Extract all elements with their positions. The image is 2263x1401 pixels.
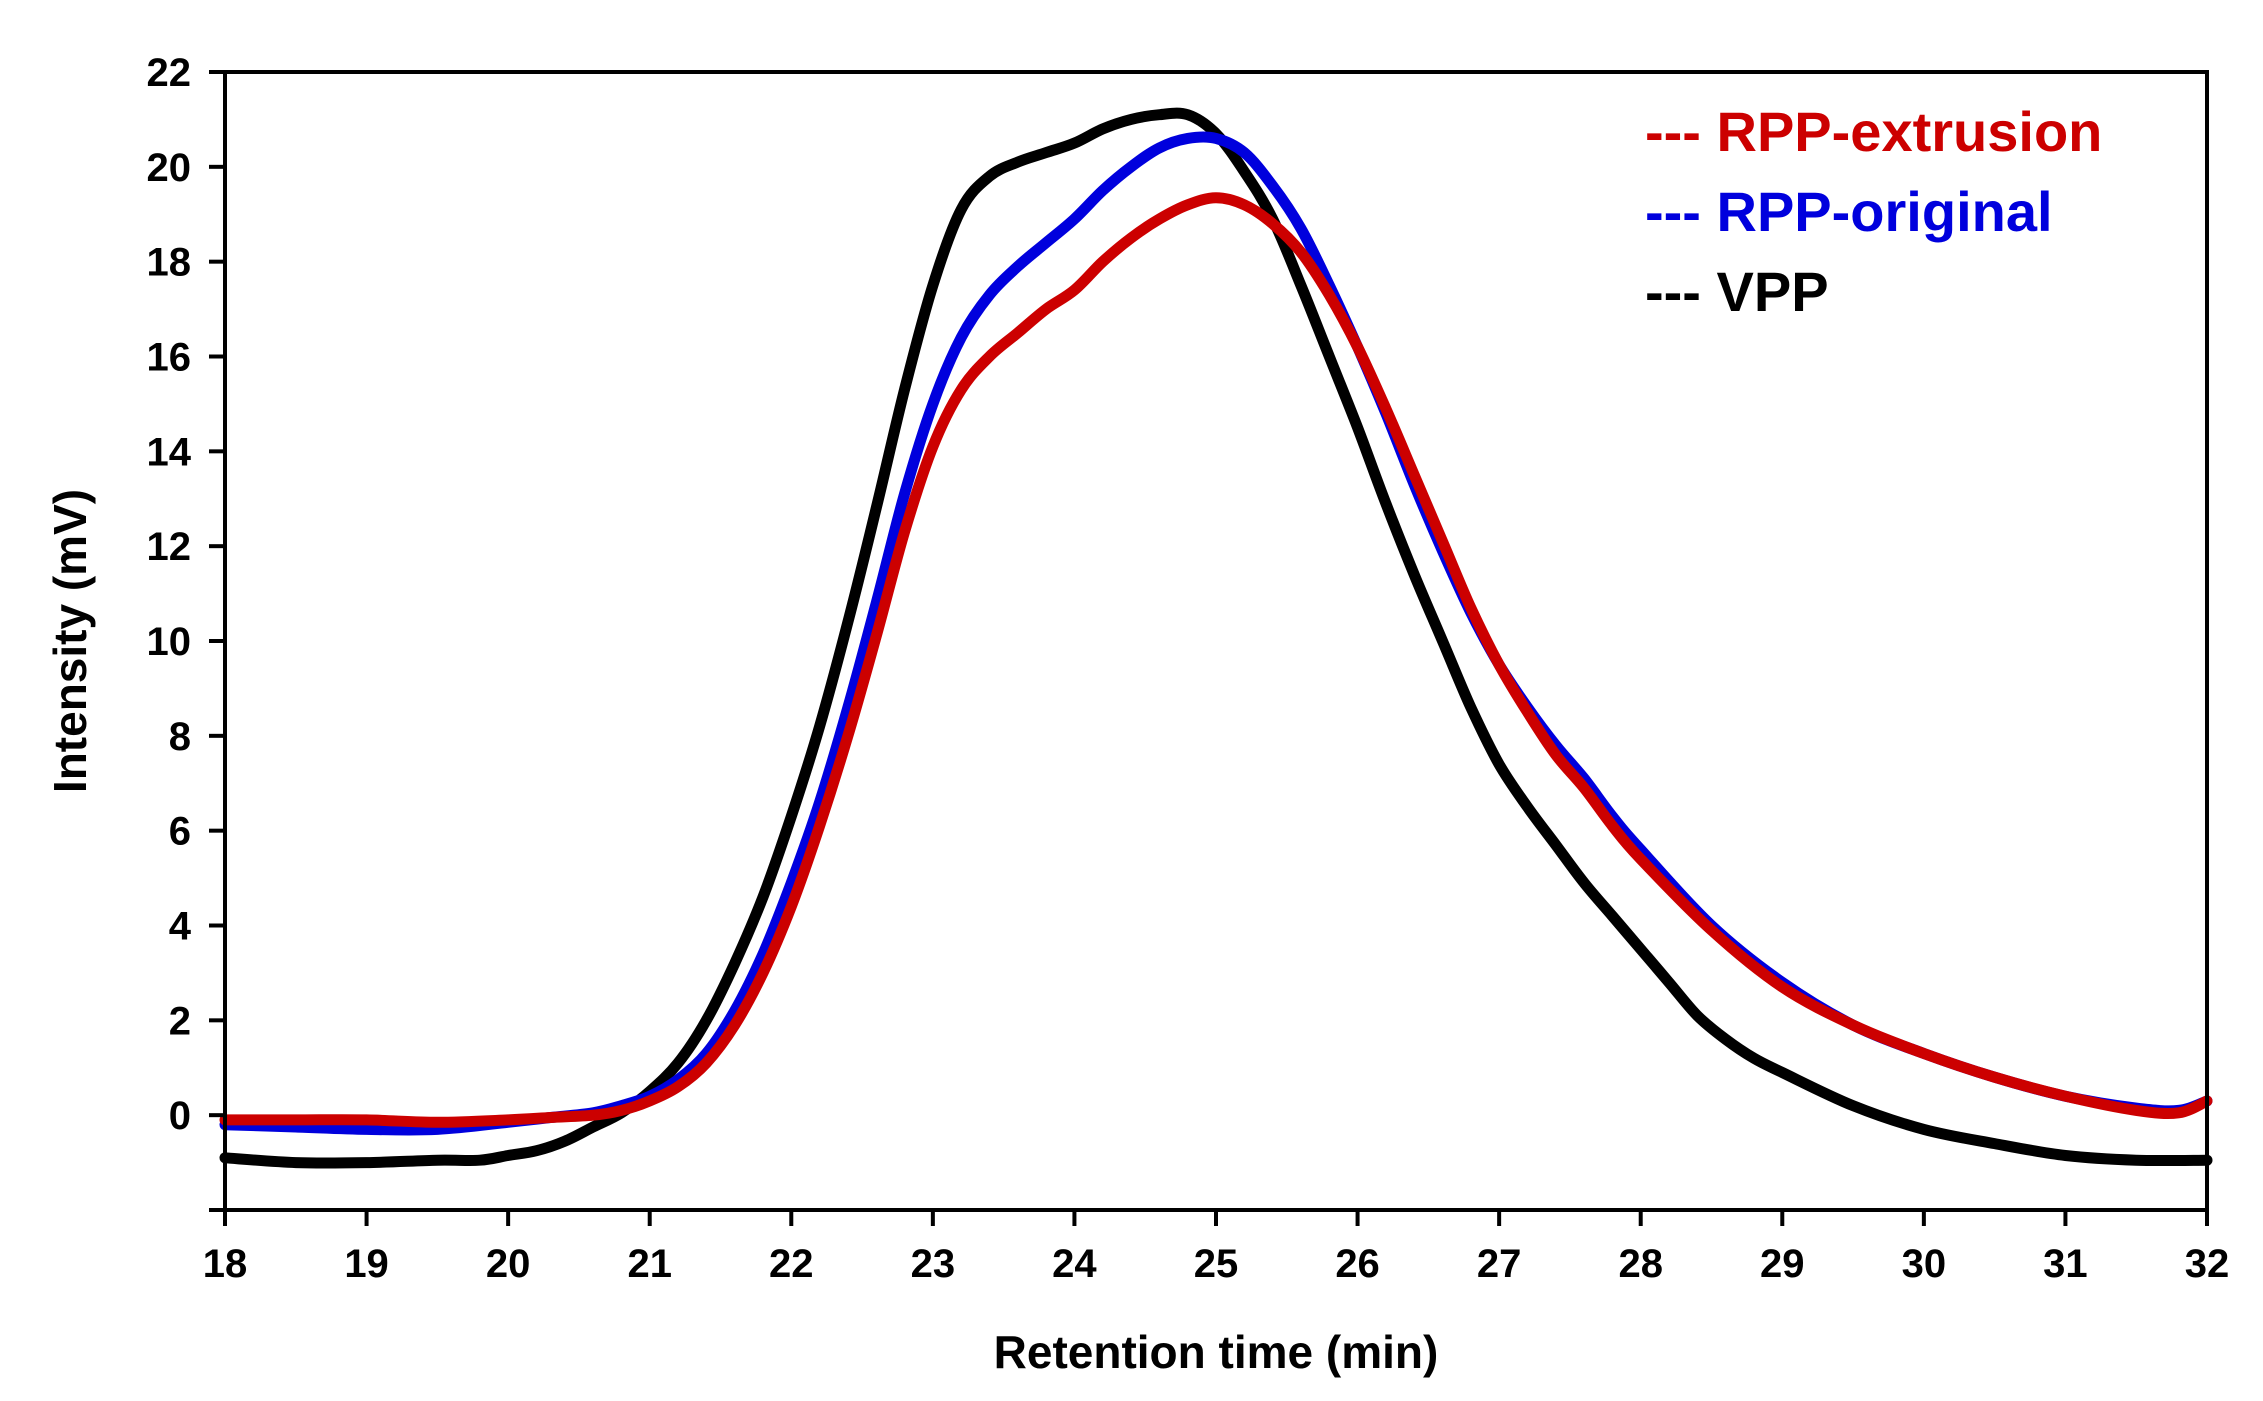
x-tick-label: 26: [1335, 1242, 1380, 1286]
y-tick-label: 6: [169, 810, 191, 854]
x-tick-label: 30: [1902, 1242, 1947, 1286]
x-tick-label: 22: [769, 1242, 814, 1286]
series-layer: [219, 107, 2213, 1169]
series-line-rpp-extrusion: [219, 192, 2213, 1128]
y-tick-label: 20: [147, 146, 192, 190]
y-tick-label: 14: [147, 430, 192, 474]
x-tick-label: 25: [1194, 1242, 1239, 1286]
x-tick-label: 19: [344, 1242, 389, 1286]
y-tick-label: 18: [147, 241, 192, 285]
legend-entry-rpp-original: --- RPP-original: [1645, 180, 2053, 243]
y-tick-label: 10: [147, 620, 192, 664]
x-tick-label: 29: [1760, 1242, 1805, 1286]
x-axis: 18 19 20 21 22 23 24 25 26 27 28 29 30 31 32: [203, 1210, 2230, 1286]
legend-entry-rpp-extrusion: --- RPP-extrusion: [1645, 100, 2102, 163]
y-tick-label: 0: [169, 1094, 191, 1138]
x-tick-label: 28: [1618, 1242, 1663, 1286]
x-tick-label: 20: [486, 1242, 531, 1286]
x-tick-label: 21: [627, 1242, 672, 1286]
y-axis-label: Intensity (mV): [44, 489, 96, 793]
x-tick-label: 23: [911, 1242, 956, 1286]
y-tick-label: 12: [147, 525, 192, 569]
y-tick-label: 22: [147, 51, 192, 95]
y-tick-label: 16: [147, 336, 192, 380]
y-tick-label: 2: [169, 999, 191, 1043]
x-tick-label: 31: [2043, 1242, 2088, 1286]
legend: --- RPP-extrusion --- RPP-original --- VPP: [1645, 100, 2102, 323]
y-axis: 0 2 4 6 8 10 12 14 16 18 20 22: [147, 51, 225, 1212]
x-tick-label: 24: [1052, 1242, 1097, 1286]
legend-entry-vpp: --- VPP: [1645, 260, 1829, 323]
x-tick-label: 32: [2185, 1242, 2230, 1286]
x-tick-label: 27: [1477, 1242, 1522, 1286]
y-tick-label: 8: [169, 715, 191, 759]
x-tick-label: 18: [203, 1242, 248, 1286]
x-axis-label: Retention time (min): [994, 1326, 1439, 1378]
y-tick-label: 4: [169, 905, 192, 949]
